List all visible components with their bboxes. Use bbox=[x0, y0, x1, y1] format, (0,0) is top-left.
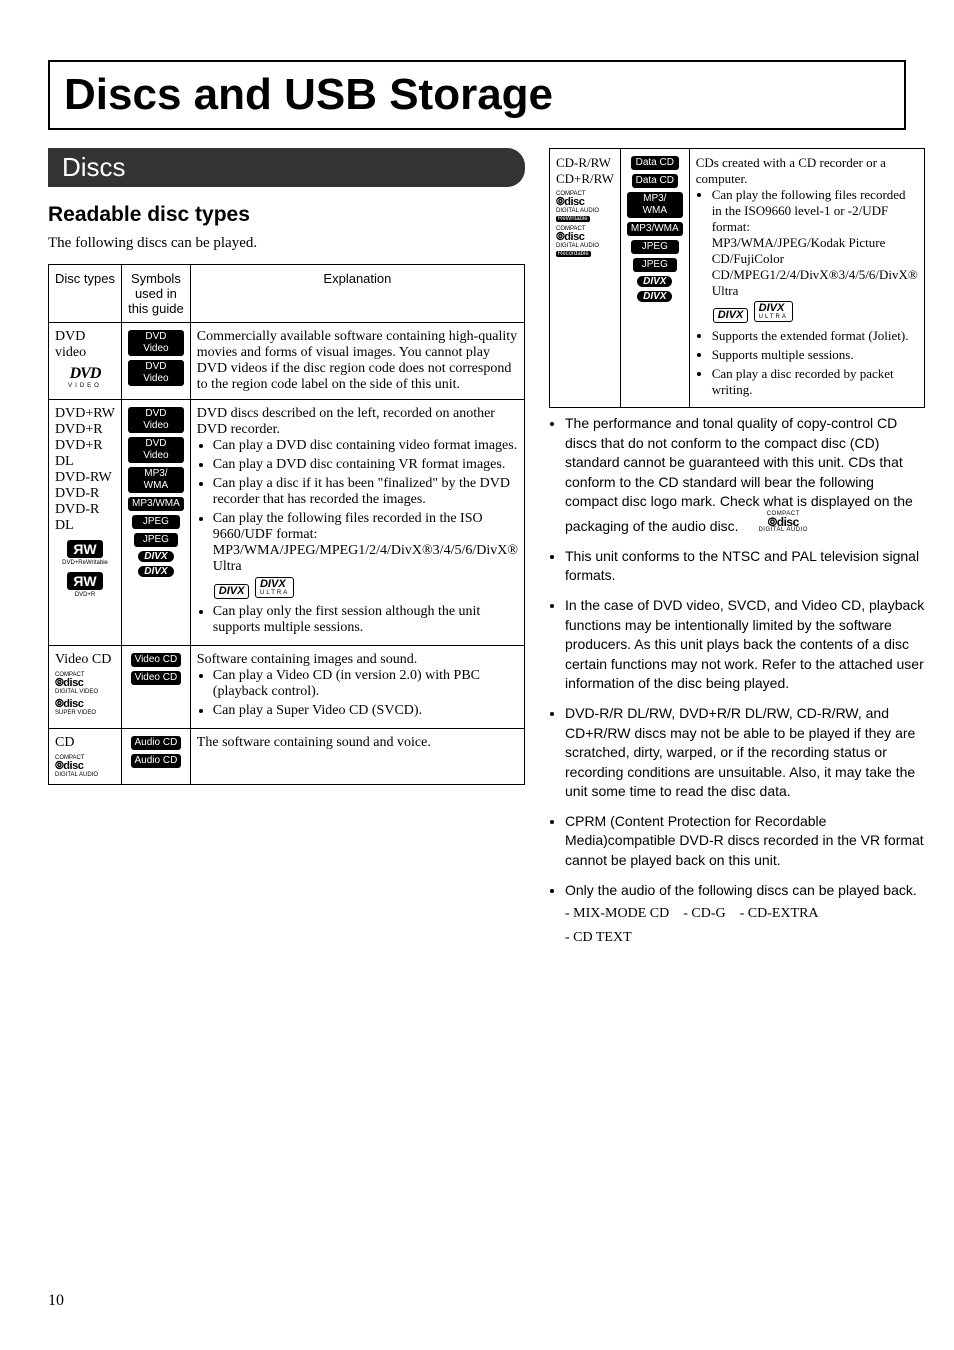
compact-disc-logo: COMPACT ⦾disc DIGITAL AUDIO bbox=[55, 755, 115, 778]
exp-top: CDs created with a CD recorder or a comp… bbox=[696, 155, 886, 186]
page-title: Discs and USB Storage bbox=[48, 60, 906, 130]
row-cdrw: CD-R/RW CD+R/RW COMPACT ⦾disc DIGITAL AU… bbox=[550, 149, 925, 408]
th-explanation: Explanation bbox=[190, 265, 524, 323]
exp-top: Software containing images and sound. bbox=[197, 652, 417, 667]
bullet: Can play the following files recorded in… bbox=[712, 187, 918, 325]
type-label: CD bbox=[55, 735, 74, 750]
type-label: DVD video bbox=[55, 329, 86, 360]
row-video-cd: Video CD COMPACT ⦾disc DIGITAL VIDEO ⦾di… bbox=[49, 646, 525, 729]
badge: Data CD bbox=[631, 156, 679, 170]
note: This unit conforms to the NTSC and PAL t… bbox=[565, 547, 925, 586]
exp-dvd-video: Commercially available software containi… bbox=[190, 323, 524, 400]
right-column: CD-R/RW CD+R/RW COMPACT ⦾disc DIGITAL AU… bbox=[549, 148, 925, 957]
left-column: Discs Readable disc types The following … bbox=[48, 148, 525, 957]
divx-badge: DIVX bbox=[637, 291, 672, 302]
content-columns: Discs Readable disc types The following … bbox=[48, 148, 906, 957]
badge: JPEG bbox=[134, 533, 178, 547]
th-types: Disc types bbox=[49, 265, 122, 323]
compact-disc-logo: COMPACT ⦾disc DIGITAL AUDIO Recordable bbox=[556, 226, 614, 257]
divx-box: DIVX bbox=[214, 584, 250, 599]
intro-text: The following discs can be played. bbox=[48, 235, 525, 252]
badge: DVD Video bbox=[128, 407, 184, 433]
notes-list: The performance and tonal quality of cop… bbox=[549, 414, 925, 947]
note: In the case of DVD video, SVCD, and Vide… bbox=[565, 596, 925, 694]
compact-disc-logo: ⦾disc SUPER VIDEO bbox=[55, 699, 115, 716]
rw-logo-2: ЯWDVD+R bbox=[55, 570, 115, 598]
disc-table-left: Disc types Symbols used in this guide Ex… bbox=[48, 264, 525, 785]
bullet: Can play a Super Video CD (SVCD). bbox=[213, 703, 518, 719]
bullet: Can play a Video CD (in version 2.0) wit… bbox=[213, 668, 518, 700]
row-dvd-rw: DVD+RW DVD+R DVD+R DL DVD-RW DVD-R DVD-R… bbox=[49, 400, 525, 646]
badge: MP3/ WMA bbox=[627, 192, 683, 218]
badge: Video CD bbox=[131, 671, 182, 685]
bullet: Can play a disc if it has been "finalize… bbox=[213, 476, 518, 508]
badge: Audio CD bbox=[131, 736, 182, 750]
compact-disc-audio-logo: COMPACT ⦾disc DIGITAL AUDIO bbox=[758, 512, 808, 534]
note-sub: - MIX-MODE CD - CD-G - CD-EXTRA bbox=[565, 904, 925, 924]
badge: MP3/WMA bbox=[627, 222, 683, 236]
compact-disc-logo: COMPACT ⦾disc DIGITAL AUDIO ReWritable bbox=[556, 191, 614, 222]
disc-table-right: CD-R/RW CD+R/RW COMPACT ⦾disc DIGITAL AU… bbox=[549, 148, 925, 408]
rw-logo-1: ЯWDVD+ReWritable bbox=[55, 538, 115, 566]
badge: DVD Video bbox=[128, 437, 184, 463]
exp-top: DVD discs described on the left, recorde… bbox=[197, 406, 495, 437]
badge: JPEG bbox=[633, 258, 677, 272]
row-dvd-video: DVD video DVD VIDEO DVD Video DVD Video … bbox=[49, 323, 525, 400]
bullet: Can play a disc recorded by packet writi… bbox=[712, 366, 918, 398]
note: The performance and tonal quality of cop… bbox=[565, 414, 925, 537]
page-number: 10 bbox=[48, 1292, 64, 1310]
badge-dvd-video-sm: DVD Video bbox=[128, 360, 184, 386]
note-sub: - CD TEXT bbox=[565, 928, 925, 948]
badge: JPEG bbox=[132, 515, 180, 529]
bullet: Can play the following files recorded in… bbox=[213, 511, 518, 601]
bullet: Can play only the first session although… bbox=[213, 604, 518, 636]
badge: MP3/ WMA bbox=[128, 467, 184, 493]
bullet: Supports the extended format (Joliet). bbox=[712, 328, 918, 344]
divx-box: DIVX bbox=[713, 308, 749, 323]
dvd-logo: DVD VIDEO bbox=[55, 365, 115, 389]
badge-dvd-video: DVD Video bbox=[128, 330, 184, 356]
badge: Data CD bbox=[632, 174, 678, 188]
row-cd: CD COMPACT ⦾disc DIGITAL AUDIO Audio CD … bbox=[49, 729, 525, 785]
divx-ultra-box: DIVXULTRA bbox=[754, 301, 793, 322]
th-symbols: Symbols used in this guide bbox=[122, 265, 191, 323]
bullet: Can play a DVD disc containing video for… bbox=[213, 438, 518, 454]
divx-ultra-box: DIVXULTRA bbox=[255, 577, 294, 598]
badge: JPEG bbox=[631, 240, 679, 254]
type-list: CD-R/RW CD+R/RW bbox=[556, 155, 614, 186]
divx-badge: DIVX bbox=[637, 276, 672, 287]
section-tab-discs: Discs bbox=[48, 148, 525, 187]
badge: MP3/WMA bbox=[128, 497, 184, 511]
badge: Audio CD bbox=[131, 754, 182, 768]
note: CPRM (Content Protection for Recordable … bbox=[565, 812, 925, 871]
badge: Video CD bbox=[131, 653, 182, 667]
bullet: Supports multiple sessions. bbox=[712, 347, 918, 363]
bullet: Can play a DVD disc containing VR format… bbox=[213, 457, 518, 473]
note: DVD-R/R DL/RW, DVD+R/R DL/RW, CD-R/RW, a… bbox=[565, 704, 925, 802]
type-list: DVD+RW DVD+R DVD+R DL DVD-RW DVD-R DVD-R… bbox=[55, 406, 115, 533]
type-label: Video CD bbox=[55, 652, 111, 667]
exp-cd: The software containing sound and voice. bbox=[190, 729, 524, 785]
compact-disc-logo: COMPACT ⦾disc DIGITAL VIDEO bbox=[55, 672, 115, 695]
divx-badge: DIVX bbox=[138, 551, 173, 562]
note: Only the audio of the following discs ca… bbox=[565, 881, 925, 948]
divx-badge: DIVX bbox=[138, 566, 173, 577]
subheading: Readable disc types bbox=[48, 203, 525, 227]
